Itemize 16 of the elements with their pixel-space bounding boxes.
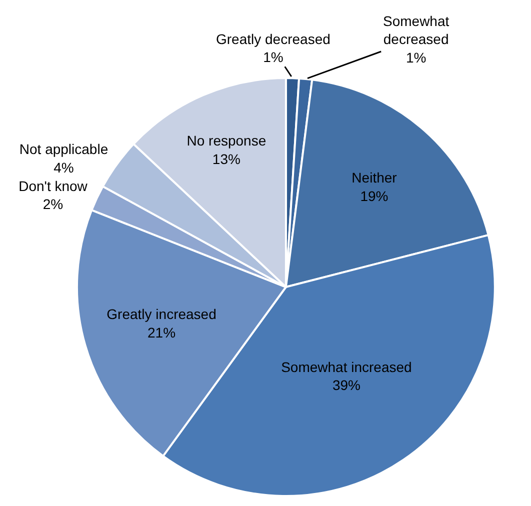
data-label: 1% <box>263 49 284 66</box>
data-label: 13% <box>212 150 240 167</box>
slice-label: Not applicable <box>19 141 108 158</box>
data-label: 19% <box>360 188 388 204</box>
data-label: 1% <box>406 49 426 66</box>
slice-label: No response <box>186 132 266 149</box>
slice-label: Don't know <box>18 178 88 194</box>
slice-label: Greatly decreased <box>216 31 330 47</box>
data-label: 2% <box>42 196 64 212</box>
data-label: 4% <box>54 159 74 176</box>
data-label: 21% <box>148 324 176 340</box>
data-label: 39% <box>332 377 360 394</box>
slice-label: Greatly increased <box>106 306 216 322</box>
slice-label: Somewhat decreased <box>383 13 450 48</box>
slice-label: Neither <box>352 170 398 186</box>
slice-label: Somewhat increased <box>281 358 412 375</box>
